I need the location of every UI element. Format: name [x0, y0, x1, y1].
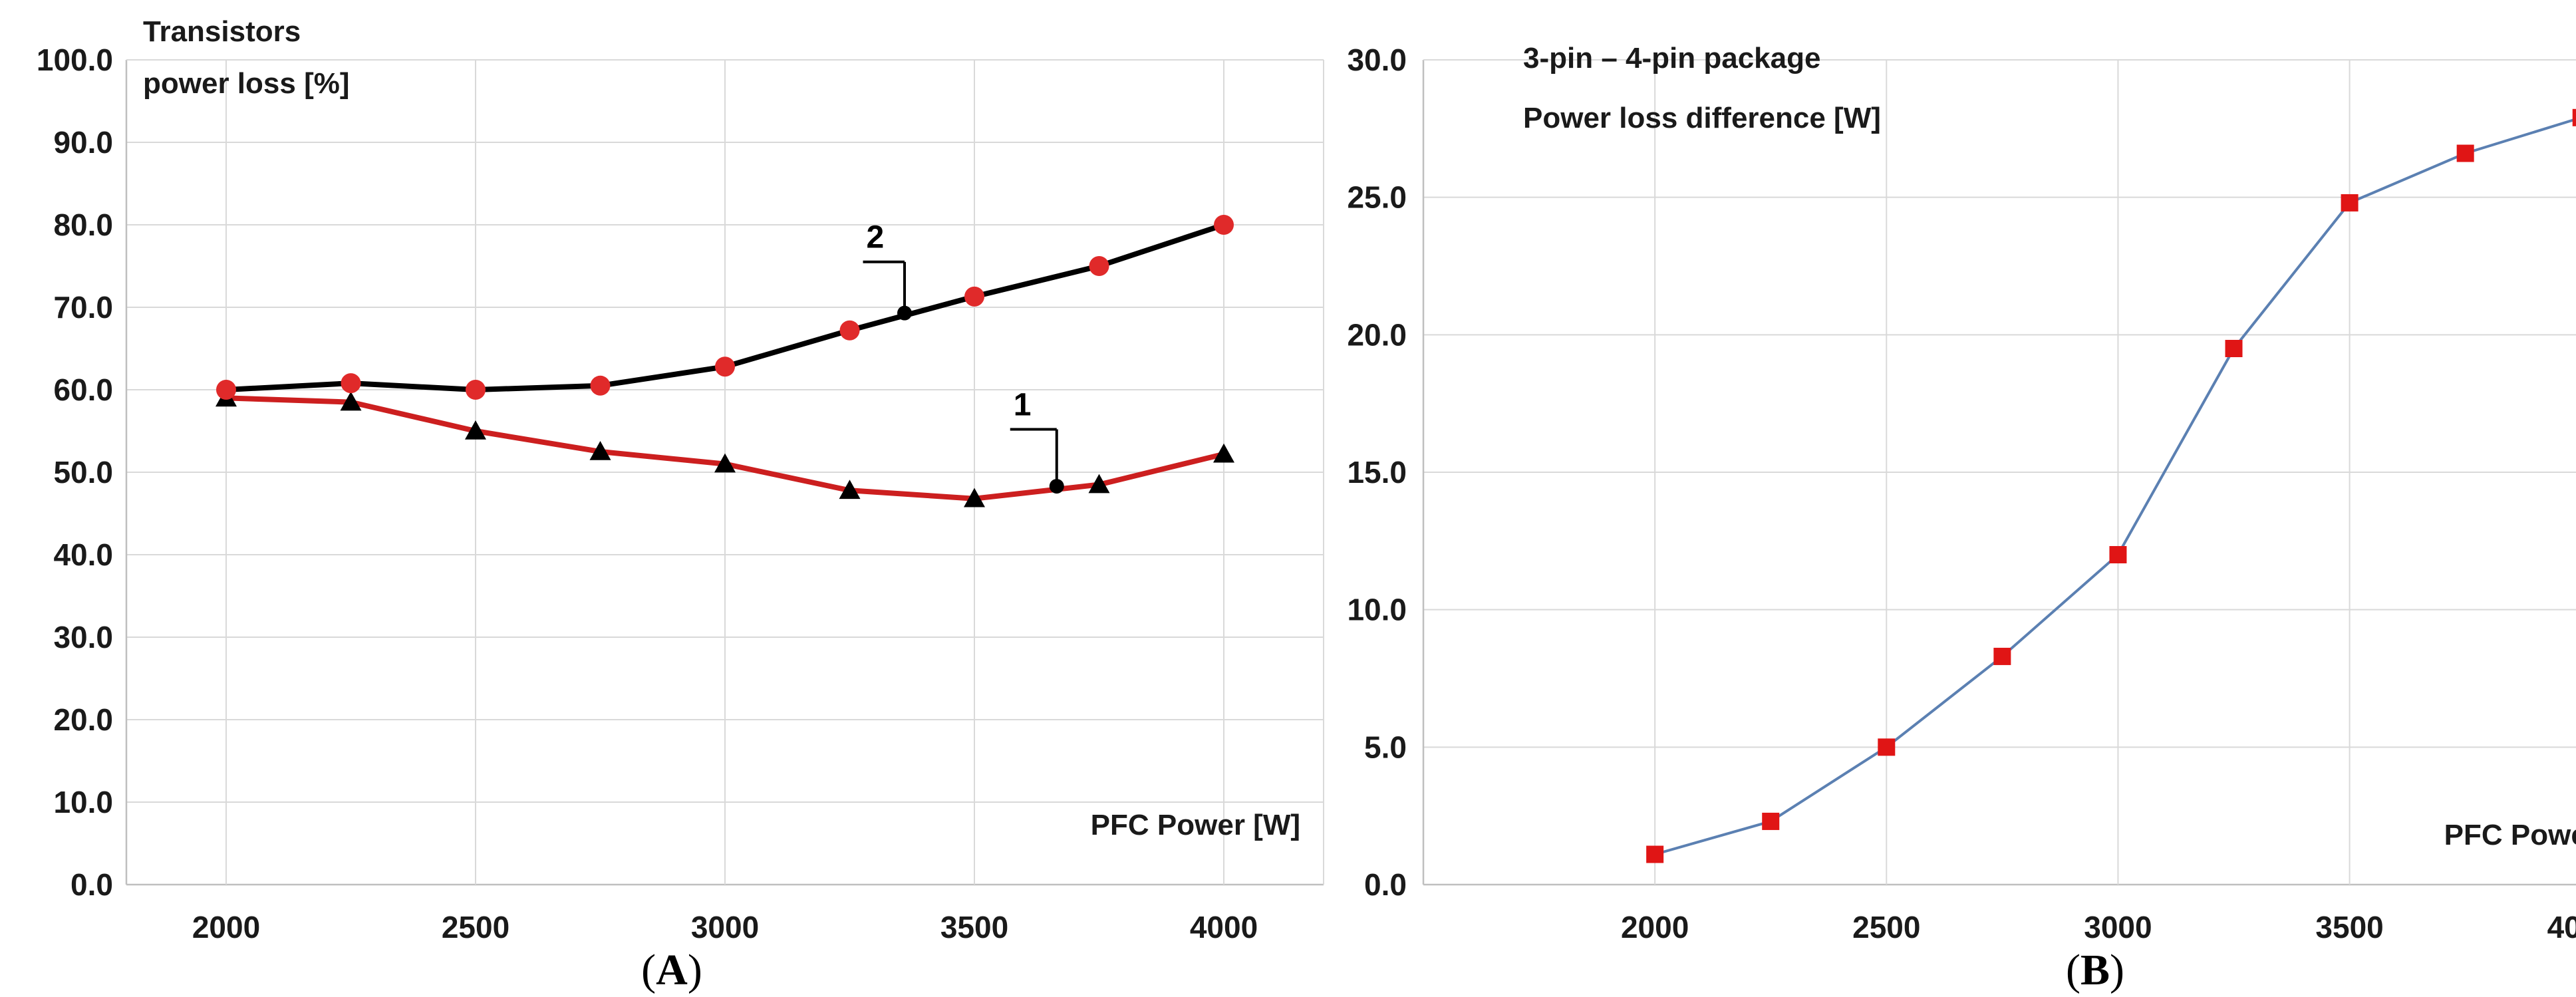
- y-tick-label: 60.0: [53, 372, 113, 407]
- data-point: [2109, 546, 2127, 563]
- y-axis-label: 3-pin – 4-pin package: [1523, 42, 1820, 74]
- y-axis-label: Power loss difference [W]: [1523, 102, 1881, 134]
- data-point: [2341, 194, 2359, 212]
- x-axis-label: PFC Power [W]: [1091, 809, 1300, 841]
- series-label-1: 1: [1014, 387, 1032, 422]
- y-tick-label: 0.0: [1364, 867, 1407, 902]
- leader-dot: [897, 305, 912, 321]
- data-point: [964, 286, 984, 307]
- y-axis-label: power loss [%]: [143, 67, 350, 100]
- data-point: [466, 380, 486, 400]
- data-point: [839, 480, 861, 499]
- y-tick-label: 20.0: [53, 702, 113, 737]
- data-point: [340, 391, 362, 411]
- panel-b: 0.0 5.0 10.0 15.0 20.0 25.0 30.0 2000 2500 3000 35…: [1347, 42, 2576, 994]
- x-tick-label: 3500: [2315, 910, 2383, 944]
- data-point: [1646, 845, 1664, 863]
- data-point: [714, 453, 736, 473]
- data-point: [1089, 256, 1109, 276]
- data-point: [589, 441, 611, 460]
- data-point: [2456, 144, 2474, 162]
- x-tick-label: 2000: [192, 910, 260, 944]
- data-point: [465, 420, 486, 440]
- y-tick-label: 40.0: [53, 537, 113, 572]
- data-point: [216, 380, 236, 400]
- data-point: [590, 375, 611, 396]
- data-point: [341, 373, 361, 394]
- data-point: [1213, 443, 1234, 463]
- x-axis-label: PFC Power [W]: [2444, 819, 2576, 851]
- y-tick-label: 10.0: [1347, 593, 1407, 627]
- x-tick-label: 2000: [1621, 910, 1689, 944]
- y-tick-label: 50.0: [53, 455, 113, 490]
- data-point: [715, 356, 735, 377]
- y-tick-label: 100.0: [37, 43, 113, 77]
- y-tick-label: 10.0: [53, 785, 113, 819]
- series-line-power-loss-difference: [1654, 118, 2576, 856]
- x-tick-label: 4000: [1190, 910, 1258, 944]
- panel-caption: (B): [2066, 946, 2124, 994]
- y-tick-label: 5.0: [1364, 730, 1407, 764]
- leader-dot: [1049, 479, 1064, 494]
- x-tick-label: 3000: [691, 910, 759, 944]
- x-tick-label: 2500: [1852, 910, 1920, 944]
- y-tick-label: 20.0: [1347, 317, 1407, 352]
- data-point: [2572, 108, 2576, 126]
- data-point: [1088, 474, 1110, 494]
- y-axis-label: Transistors: [143, 15, 301, 48]
- y-tick-label: 30.0: [1347, 43, 1407, 77]
- y-tick-label: 80.0: [53, 208, 113, 242]
- x-tick-label: 3000: [2084, 910, 2152, 944]
- data-point: [839, 320, 860, 341]
- y-tick-label: 30.0: [53, 620, 113, 654]
- y-tick-label: 25.0: [1347, 180, 1407, 215]
- data-point: [2225, 340, 2243, 357]
- y-tick-label: 70.0: [53, 290, 113, 325]
- data-point: [964, 488, 985, 507]
- y-tick-label: 0.0: [71, 867, 113, 902]
- x-tick-label: 4000: [2547, 910, 2576, 944]
- panel-caption: (A): [641, 946, 702, 994]
- data-point: [1878, 738, 1896, 756]
- x-tick-label: 2500: [442, 910, 509, 944]
- data-point: [1762, 812, 1780, 830]
- panel-a: 0.0 10.0 20.0 30.0 40.0 50.0 60.0 70.0 80.0 90.0 1…: [37, 15, 1324, 994]
- data-point: [1214, 215, 1234, 235]
- y-tick-label: 15.0: [1347, 455, 1407, 490]
- x-tick-label: 3500: [940, 910, 1008, 944]
- data-point: [1993, 647, 2011, 665]
- series-label-2: 2: [867, 220, 885, 255]
- y-tick-label: 90.0: [53, 125, 113, 160]
